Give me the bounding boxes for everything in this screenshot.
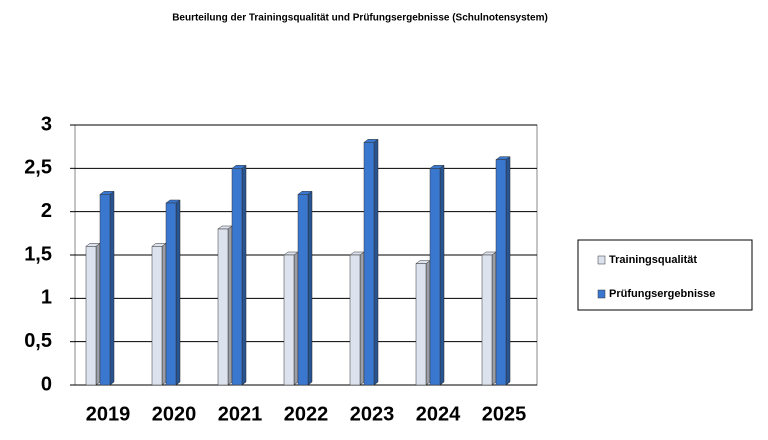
x-tick-label: 2024 [416, 403, 461, 425]
legend [577, 239, 753, 311]
bar-side [491, 251, 497, 386]
x-tick-label: 2019 [86, 403, 131, 425]
bar-side [95, 242, 101, 386]
bar-side [307, 190, 313, 386]
bar [99, 194, 111, 386]
bar [217, 228, 229, 386]
bar-side [439, 164, 445, 386]
bar-side [109, 190, 115, 386]
bar-side [293, 251, 299, 386]
x-tick-label: 2020 [152, 403, 197, 425]
chart-title: Beurteilung der Trainingsqualität und Pr… [172, 13, 548, 24]
y-tick-label: 2,5 [24, 157, 52, 179]
x-tick-label: 2025 [482, 403, 527, 425]
bar-side [505, 156, 511, 386]
bar [283, 254, 295, 386]
bar [349, 254, 361, 386]
bar-side [359, 251, 365, 386]
legend-swatch [597, 289, 606, 299]
bar [151, 246, 163, 386]
bar [165, 202, 177, 386]
x-tick-label: 2022 [284, 403, 329, 425]
bar-side [175, 199, 181, 386]
bar [297, 194, 309, 386]
y-tick-label: 0,5 [24, 330, 52, 352]
legend-label: Prüfungsergebnisse [609, 288, 715, 300]
y-tick-label: 2 [41, 200, 52, 222]
bar-side [227, 225, 233, 386]
bar [481, 254, 493, 386]
bar [363, 142, 375, 386]
legend-swatch [597, 255, 606, 265]
bar [85, 246, 97, 386]
bar [429, 168, 441, 386]
bar-side [241, 164, 247, 386]
bar [231, 168, 243, 386]
bar [415, 263, 427, 386]
x-tick-label: 2023 [350, 403, 395, 425]
x-tick-label: 2021 [218, 403, 263, 425]
y-tick-label: 0 [41, 373, 52, 395]
y-tick-label: 1 [41, 287, 52, 309]
bar-side [373, 138, 379, 386]
bar-side [425, 260, 431, 386]
bar-side [161, 242, 167, 386]
legend-label: Trainingsqualität [609, 254, 697, 266]
y-tick-label: 3 [41, 113, 52, 135]
y-tick-label: 1,5 [24, 243, 52, 265]
bar [495, 159, 507, 386]
